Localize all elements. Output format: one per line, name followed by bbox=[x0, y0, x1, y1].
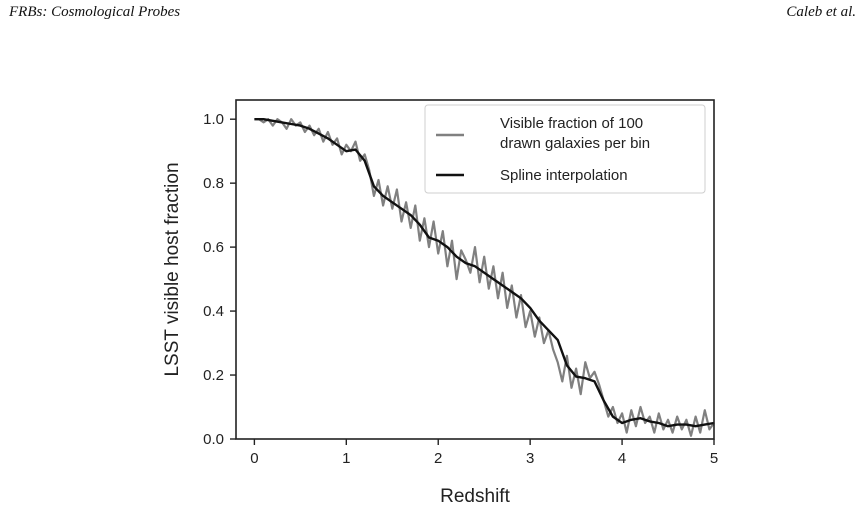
x-axis-label: Redshift bbox=[440, 486, 510, 507]
x-tick-label: 0 bbox=[250, 450, 258, 467]
plot-frame bbox=[235, 99, 715, 440]
spline-interpolation-series-line bbox=[254, 118, 715, 428]
y-axis-label: LSST visible host fraction bbox=[162, 162, 183, 376]
y-tick-label: 1.0 bbox=[203, 111, 224, 128]
y-tick-label: 0.2 bbox=[203, 367, 224, 384]
legend-label-spline: Spline interpolation bbox=[500, 167, 628, 184]
y-tick-label: 0.8 bbox=[203, 175, 224, 192]
x-tick-label: 1 bbox=[342, 450, 350, 467]
legend-label-visible-fraction: Visible fraction of 100 drawn galaxies pe… bbox=[500, 115, 650, 152]
running-header-title: FRBs: Cosmological Probes bbox=[9, 4, 181, 20]
ticks-layer: 0 1 2 3 4 5 0.0 0.2 0.4 0.6 0.8 1.0 bbox=[203, 111, 718, 467]
y-tick-label: 0.6 bbox=[203, 239, 224, 256]
series-layer bbox=[254, 118, 715, 437]
x-tick-label: 3 bbox=[526, 450, 534, 467]
legend-box bbox=[424, 104, 706, 194]
x-tick-label: 4 bbox=[618, 450, 626, 467]
x-tick-label: 2 bbox=[434, 450, 442, 467]
y-tick-label: 0.4 bbox=[203, 303, 224, 320]
legend: Visible fraction of 100 drawn galaxies pe… bbox=[424, 104, 706, 194]
y-tick-label: 0.0 bbox=[203, 431, 224, 448]
running-header-authors: Caleb et al. bbox=[786, 4, 856, 20]
x-tick-label: 5 bbox=[710, 450, 718, 467]
